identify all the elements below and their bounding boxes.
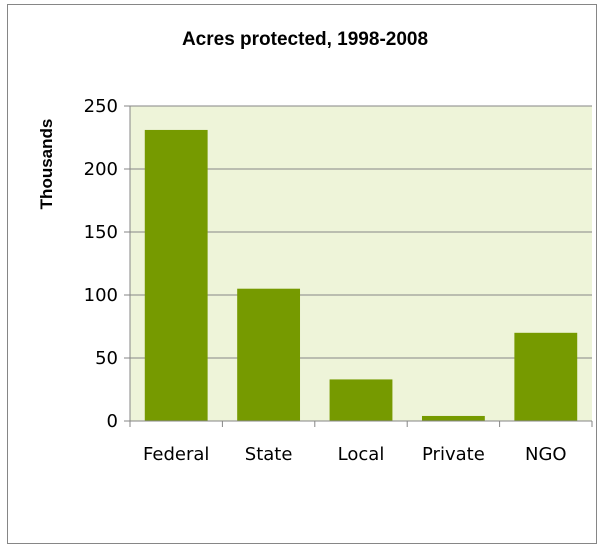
y-tick-label: 200 — [84, 159, 118, 180]
y-tick-label: 0 — [107, 411, 118, 432]
chart-title: Acres protected, 1998-2008 — [182, 29, 428, 50]
x-category-label: NGO — [525, 444, 567, 465]
x-category-label: Private — [422, 444, 485, 465]
bar-local — [330, 379, 393, 421]
y-tick-label: 100 — [84, 285, 118, 306]
x-category-label: Federal — [143, 444, 209, 465]
bar-state — [237, 289, 300, 421]
y-tick-label: 250 — [84, 96, 118, 117]
y-axis-label: Thousands — [37, 119, 56, 210]
bar-federal — [145, 130, 208, 421]
y-tick-label: 150 — [84, 222, 118, 243]
y-tick-label: 50 — [95, 348, 118, 369]
bar-private — [422, 416, 485, 421]
bar-ngo — [514, 333, 577, 421]
x-category-label: Local — [338, 444, 385, 465]
x-category-label: State — [245, 444, 293, 465]
